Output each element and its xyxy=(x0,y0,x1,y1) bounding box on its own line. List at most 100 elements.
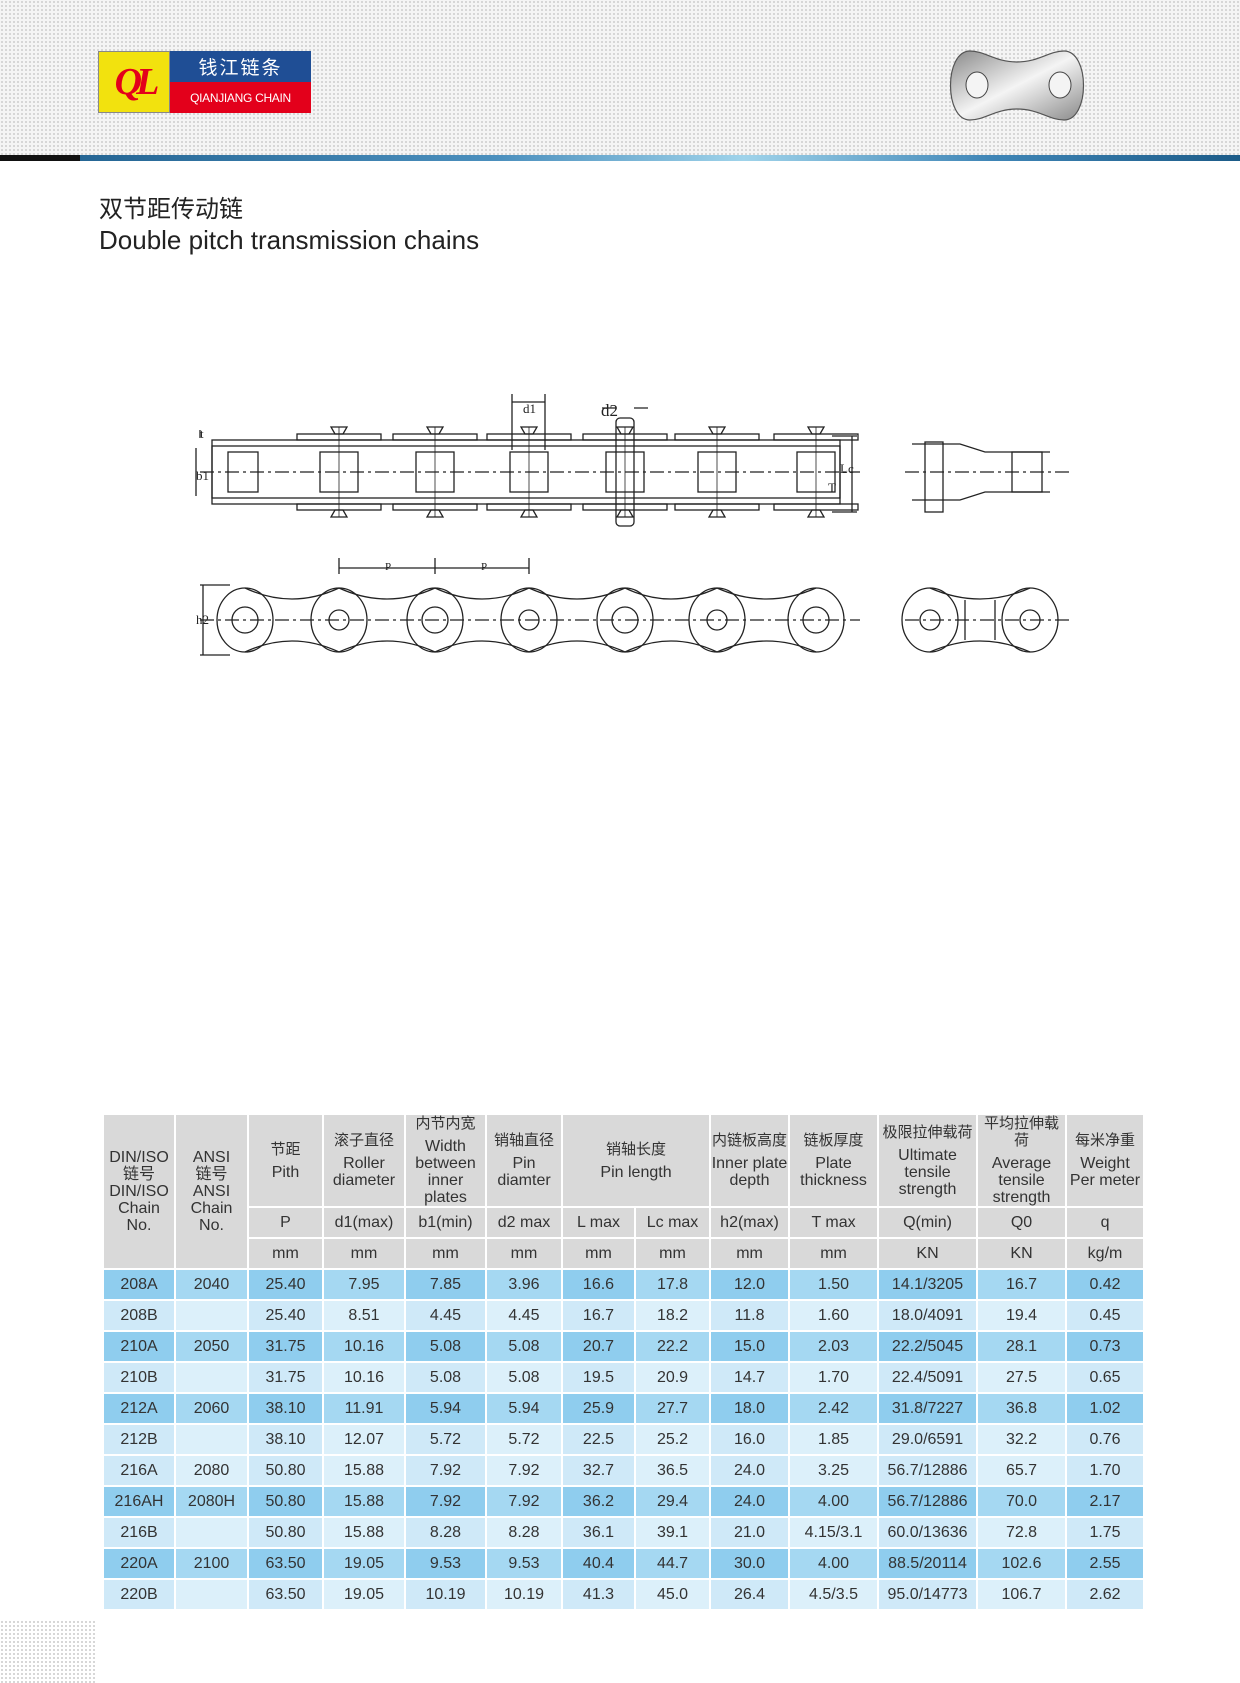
table-cell: 32.7 xyxy=(561,1454,636,1487)
table-cell: 210A xyxy=(102,1330,176,1363)
table-cell: 10.16 xyxy=(322,1361,406,1394)
table-cell: 31.75 xyxy=(247,1361,324,1394)
table-cell xyxy=(174,1299,249,1332)
table-cell: 0.45 xyxy=(1065,1299,1146,1332)
table-cell: 220B xyxy=(102,1578,176,1611)
table-cell: 12.07 xyxy=(322,1423,406,1456)
table-cell: 72.8 xyxy=(976,1516,1068,1549)
table-cell: 17.8 xyxy=(633,1268,712,1301)
table-cell: 40.4 xyxy=(561,1547,636,1580)
header-symbol: Q(min) xyxy=(877,1206,979,1239)
table-row: 220A 2100 63.50 19.05 9.53 9.53 40.4 44.7 30.0 4.… xyxy=(102,1547,1146,1580)
roller xyxy=(415,451,455,493)
dim-Lc xyxy=(832,435,857,513)
plate-end xyxy=(406,587,436,653)
pin-hole xyxy=(231,606,259,634)
plate-end xyxy=(787,587,817,653)
table-row: 212B 38.10 12.07 5.72 5.72 22.5 25.2 16.0 1.85 29… xyxy=(102,1423,1146,1456)
label-b1: b1 xyxy=(196,468,209,483)
table-cell: 36.1 xyxy=(561,1516,636,1549)
table-cell: 210B xyxy=(102,1361,176,1394)
roller xyxy=(319,451,359,493)
table-cell: 1.85 xyxy=(788,1423,880,1456)
table-cell: 5.94 xyxy=(404,1392,487,1425)
pin-head xyxy=(615,426,635,435)
chain-technical-drawing: t b1 d1 d2 Lc T P P h2 xyxy=(195,394,1070,656)
footer-pattern xyxy=(0,1620,95,1683)
table-cell: 1.75 xyxy=(1065,1516,1146,1549)
table-cell: 2.03 xyxy=(788,1330,880,1363)
table-cell: 3.25 xyxy=(788,1454,880,1487)
table-cell: 11.8 xyxy=(709,1299,791,1332)
table-cell: 65.7 xyxy=(976,1454,1068,1487)
plate-end xyxy=(310,587,340,653)
table-cell: 2080H xyxy=(174,1485,249,1518)
logo-mark: QL xyxy=(98,51,170,113)
table-cell: 21.0 xyxy=(709,1516,791,1549)
table-cell: 4.45 xyxy=(404,1299,487,1332)
table-cell: 56.7/12886 xyxy=(877,1485,979,1518)
pin-head xyxy=(615,509,635,518)
table-cell: 4.15/3.1 xyxy=(788,1516,880,1549)
pin-head xyxy=(519,426,539,435)
table-cell: 38.10 xyxy=(247,1423,324,1456)
company-logo: QL 钱江链条 QIANJIANG CHAIN xyxy=(98,51,311,113)
table-row: 216A 2080 50.80 15.88 7.92 7.92 32.7 36.5 24.0 3.… xyxy=(102,1454,1146,1487)
table-cell: 16.7 xyxy=(561,1299,636,1332)
table-cell: 22.5 xyxy=(561,1423,636,1456)
table-cell: 7.92 xyxy=(404,1454,487,1487)
table-cell: 10.16 xyxy=(322,1330,406,1363)
chain-side-view xyxy=(200,558,1070,656)
header-average-tensile: 平均拉伸载荷 Average tensile strength xyxy=(976,1113,1068,1208)
table-cell: 28.1 xyxy=(976,1330,1068,1363)
table-cell: 2.55 xyxy=(1065,1547,1146,1580)
pin-hole xyxy=(706,609,728,631)
plate-waist xyxy=(338,587,436,653)
header-divider xyxy=(0,155,1240,161)
dim-t-b1 xyxy=(195,430,201,496)
table-cell: 11.91 xyxy=(322,1392,406,1425)
table-cell: 8.51 xyxy=(322,1299,406,1332)
table-cell: 18.0 xyxy=(709,1392,791,1425)
table-cell: 22.2/5045 xyxy=(877,1330,979,1363)
table-cell: 0.73 xyxy=(1065,1330,1146,1363)
plate-end xyxy=(528,587,558,653)
plate-waist xyxy=(244,587,340,653)
table-cell: 22.2 xyxy=(633,1330,712,1363)
header-symbol: q xyxy=(1065,1206,1146,1239)
label-p2: P xyxy=(481,561,487,573)
pin-hole xyxy=(518,609,540,631)
header-symbol: P xyxy=(247,1206,324,1239)
table-cell: 208A xyxy=(102,1268,176,1301)
pin-head xyxy=(329,509,349,518)
header-symbol: d1(max) xyxy=(322,1206,406,1239)
table-cell xyxy=(174,1578,249,1611)
table-cell: 7.92 xyxy=(404,1485,487,1518)
header-symbol: b1(min) xyxy=(404,1206,487,1239)
table-cell: 31.75 xyxy=(247,1330,324,1363)
table-cell: 2060 xyxy=(174,1392,249,1425)
table-row: 216B 50.80 15.88 8.28 8.28 36.1 39.1 21.0 4.15/3… xyxy=(102,1516,1146,1549)
roller xyxy=(227,451,259,493)
plate-end xyxy=(244,587,274,653)
table-cell: 19.05 xyxy=(322,1578,406,1611)
table-cell: 16.7 xyxy=(976,1268,1068,1301)
table-cell: 36.2 xyxy=(561,1485,636,1518)
table-cell: 2080 xyxy=(174,1454,249,1487)
table-cell: 50.80 xyxy=(247,1516,324,1549)
table-cell: 2.17 xyxy=(1065,1485,1146,1518)
table-cell: 106.7 xyxy=(976,1578,1068,1611)
table-cell: 41.3 xyxy=(561,1578,636,1611)
plate-end xyxy=(688,587,718,653)
table-cell: 20.9 xyxy=(633,1361,712,1394)
table-cell: 29.0/6591 xyxy=(877,1423,979,1456)
label-p1: P xyxy=(385,561,391,573)
table-row: 216AH 2080H 50.80 15.88 7.92 7.92 36.2 29.4 24.0… xyxy=(102,1485,1146,1518)
table-cell: 7.92 xyxy=(485,1454,563,1487)
dim-h2 xyxy=(200,584,230,656)
table-cell xyxy=(174,1361,249,1394)
table-cell: 25.9 xyxy=(561,1392,636,1425)
plate-waist xyxy=(716,587,817,653)
dim-d1 xyxy=(511,394,546,450)
header-divider-accent xyxy=(0,155,80,161)
